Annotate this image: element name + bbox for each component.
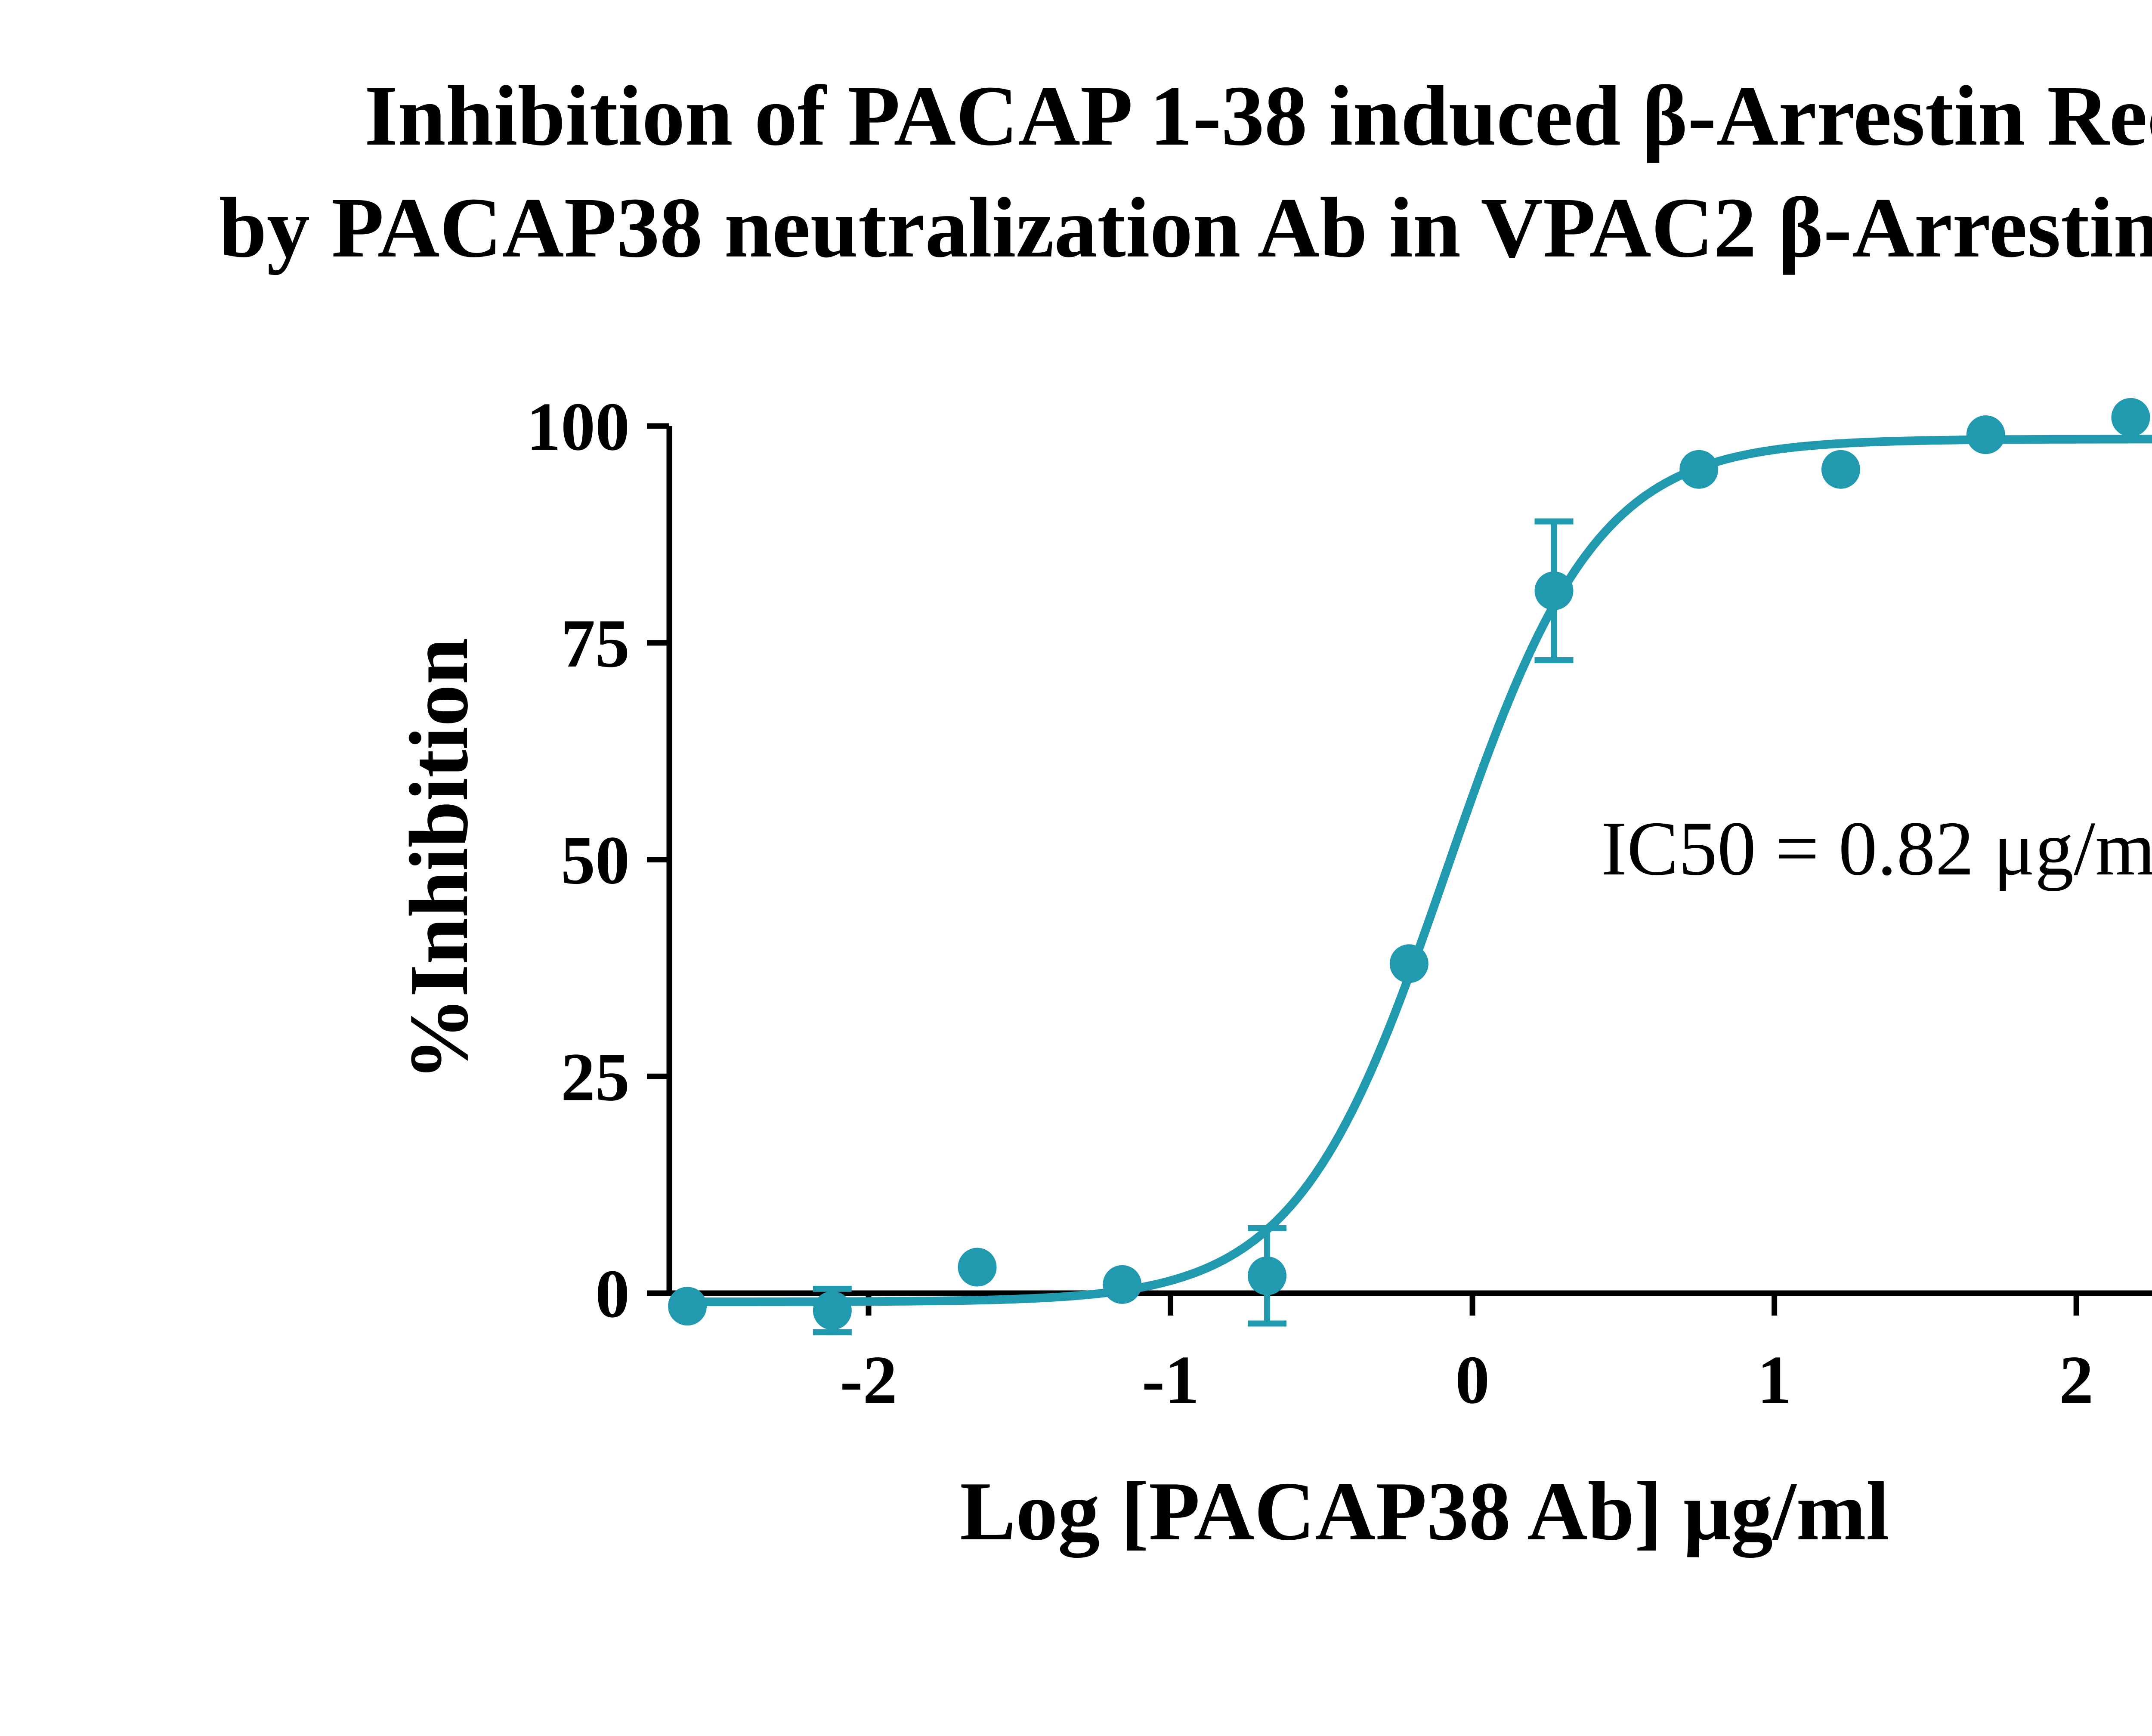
data-point (1679, 450, 1719, 489)
x-tick-label: 0 (1455, 1341, 1490, 1418)
data-point (1248, 1256, 1287, 1295)
y-tick-label: 25 (561, 1038, 630, 1115)
data-point (1534, 571, 1574, 610)
y-axis-title: %Inhibition (393, 638, 485, 1081)
data-point (2111, 398, 2150, 437)
chart-title-line2: by PACAP38 neutralization Ab in VPAC2 β-… (219, 180, 2152, 275)
y-tick-label: 0 (595, 1255, 630, 1332)
x-tick-label: -2 (840, 1341, 897, 1418)
chart-title-line1: Inhibition of PACAP 1-38 induced β-Arres… (364, 68, 2152, 164)
ic50-annotation: IC50 = 0.82 μg/ml (1601, 806, 2152, 891)
x-tick-label: 2 (2059, 1341, 2093, 1418)
fit-curve (683, 435, 2152, 1307)
data-point (958, 1248, 997, 1287)
data-point (1389, 944, 1428, 983)
data-point (1103, 1265, 1142, 1304)
data-point (1966, 415, 2005, 454)
data-point (668, 1287, 707, 1326)
x-tick-label: -1 (1142, 1341, 1199, 1418)
x-axis-title: Log [PACAP38 Ab] μg/ml (960, 1465, 1889, 1558)
y-tick-label: 50 (561, 822, 630, 899)
x-tick-label: 1 (1757, 1341, 1792, 1418)
data-point (1821, 450, 1860, 489)
y-tick-label: 100 (526, 388, 630, 465)
data-point (813, 1291, 852, 1330)
chart-title: Inhibition of PACAP 1-38 induced β-Arres… (0, 60, 2152, 284)
y-tick-label: 75 (561, 605, 630, 682)
